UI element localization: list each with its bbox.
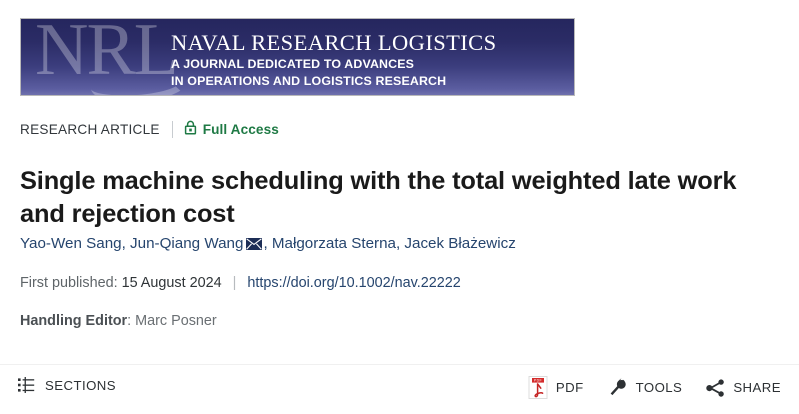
share-label: SHARE (733, 380, 781, 395)
sections-list-icon (18, 377, 35, 393)
handling-editor-colon: : (127, 313, 136, 329)
journal-name: NAVAL RESEARCH LOGISTICS (171, 30, 497, 55)
handling-editor-name: Marc Posner (135, 313, 217, 329)
journal-tagline-line2: IN OPERATIONS AND LOGISTICS RESEARCH (171, 74, 447, 89)
sections-button[interactable]: SECTIONS (18, 377, 116, 393)
full-access-label: Full Access (202, 121, 279, 137)
share-nodes-icon (706, 378, 725, 397)
tools-button[interactable]: TOOLS (608, 377, 683, 398)
share-button[interactable]: SHARE (706, 378, 781, 397)
journal-banner[interactable]: NRL NAVAL RESEARCH LOGISTICS A JOURNAL D… (20, 18, 575, 96)
wrench-icon (608, 377, 628, 398)
author-names-primary[interactable]: Yao-Wen Sang, Jun-Qiang Wang (20, 235, 244, 252)
page-title: Single machine scheduling with the total… (20, 167, 737, 229)
publication-info: First published: 15 August 2024 | https:… (20, 274, 461, 293)
author-list: Yao-Wen Sang, Jun-Qiang Wang , Małgorzat… (20, 234, 516, 256)
journal-logo-text: NRL (35, 18, 179, 91)
journal-tagline-line1: A JOURNAL DEDICATED TO ADVANCES (171, 56, 415, 71)
doi-link[interactable]: https://doi.org/10.1002/nav.22222 (247, 275, 461, 291)
lock-icon (184, 120, 197, 138)
toolbar-left-group: SECTIONS (18, 377, 116, 393)
pdf-label: PDF (555, 380, 584, 395)
handling-editor: Handling Editor: Marc Posner (20, 312, 217, 331)
svg-text:PDF: PDF (534, 379, 542, 383)
publication-separator: | (232, 275, 237, 291)
full-access-badge: Full Access (184, 120, 279, 138)
article-meta-kicker: RESEARCH ARTICLE Full Access (20, 120, 279, 138)
journal-logo: NRL (35, 19, 191, 95)
article-type-label: RESEARCH ARTICLE (20, 121, 160, 137)
envelope-icon[interactable] (246, 236, 263, 256)
kicker-divider (171, 120, 173, 138)
pdf-button[interactable]: PDF PDF (528, 376, 584, 399)
first-published-date: 15 August 2024 (121, 275, 222, 291)
sections-label: SECTIONS (45, 377, 117, 393)
tools-label: TOOLS (635, 380, 683, 395)
author-names-secondary[interactable]: , Małgorzata Sterna, Jacek Błażewicz (263, 235, 516, 252)
first-published-label: First published: (20, 275, 118, 291)
article-toolbar: SECTIONS PDF PDF (0, 364, 799, 414)
toolbar-right-group: PDF PDF TOOLS (528, 376, 781, 399)
pdf-icon: PDF (528, 376, 548, 399)
journal-banner-text: NAVAL RESEARCH LOGISTICS A JOURNAL DEDIC… (171, 31, 496, 90)
handling-editor-label: Handling Editor (20, 313, 128, 329)
